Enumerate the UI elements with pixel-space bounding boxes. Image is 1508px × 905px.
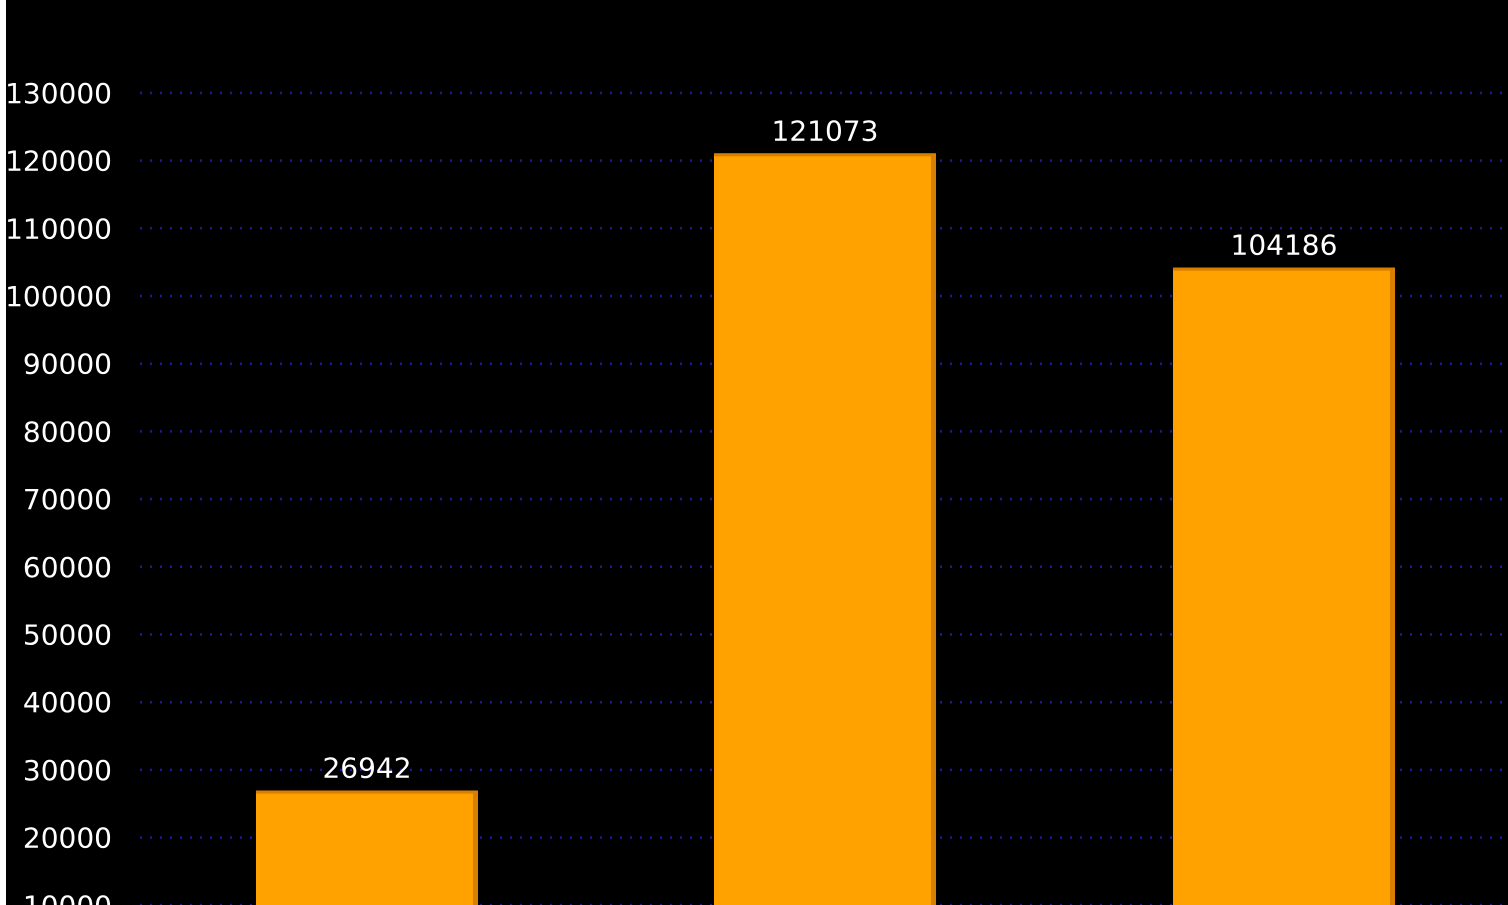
bar-edge xyxy=(473,792,478,905)
bar-top-edge xyxy=(256,790,478,794)
y-tick-label: 110000 xyxy=(5,212,112,245)
bar-top-edge xyxy=(714,153,936,157)
bar-body xyxy=(714,153,936,905)
bar-edge xyxy=(931,155,936,905)
bar-value-label: 104186 xyxy=(1231,229,1338,262)
y-tick-label: 10000 xyxy=(23,889,112,905)
y-tick-label: 120000 xyxy=(5,145,112,178)
bar xyxy=(1173,267,1395,905)
bar-top-edge xyxy=(1173,267,1395,271)
bar-body xyxy=(1173,267,1395,905)
bar xyxy=(714,153,936,905)
y-tick-label: 50000 xyxy=(23,619,112,652)
bar xyxy=(256,790,478,905)
y-tick-label: 60000 xyxy=(23,551,112,584)
y-tick-label: 130000 xyxy=(5,77,112,110)
y-tick-label: 70000 xyxy=(23,483,112,516)
bar-body xyxy=(256,790,478,905)
bar-value-label: 121073 xyxy=(772,114,879,147)
bar-value-label: 26942 xyxy=(322,752,411,785)
bars xyxy=(256,153,1395,905)
y-tick-label: 30000 xyxy=(23,754,112,787)
y-tick-label: 100000 xyxy=(5,280,112,313)
y-axis-ticks: 10000 20000 30000 40000 50000 60000 70000 80000… xyxy=(5,77,112,905)
bar-edge xyxy=(1390,269,1395,905)
y-tick-label: 80000 xyxy=(23,415,112,448)
y-tick-label: 90000 xyxy=(23,348,112,381)
y-tick-label: 20000 xyxy=(23,822,112,855)
y-tick-label: 40000 xyxy=(23,686,112,719)
data-labels: 26942 121073 104186 xyxy=(322,114,1337,784)
